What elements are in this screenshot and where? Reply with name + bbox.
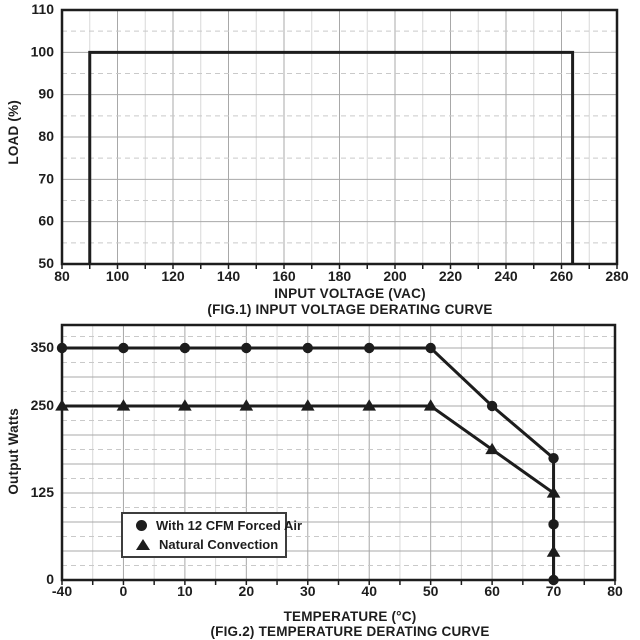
fig1-x-axis-title: INPUT VOLTAGE (VAC) [274,286,426,301]
legend-item-natural-convection: Natural Convection [136,537,285,552]
svg-text:200: 200 [383,268,407,284]
fig2-legend: With 12 CFM Forced Air Natural Convectio… [121,512,302,558]
svg-text:20: 20 [239,583,255,599]
svg-text:50: 50 [423,583,439,599]
svg-text:70: 70 [546,583,562,599]
svg-text:100: 100 [31,43,55,59]
svg-text:70: 70 [38,170,54,186]
svg-text:60: 60 [484,583,500,599]
svg-text:80: 80 [54,268,70,284]
fig2-x-axis-title: TEMPERATURE (°C) [283,609,417,624]
fig1-plot: 80 100 120 140 160 180 200 220 240 260 280 50 60 70 80… [31,1,629,284]
svg-text:0: 0 [120,583,128,599]
svg-text:350: 350 [31,339,55,355]
svg-text:280: 280 [605,268,629,284]
circle-marker-icon [136,520,147,531]
legend-label-natural-convection: Natural Convection [159,537,279,552]
svg-text:220: 220 [439,268,463,284]
svg-text:260: 260 [550,268,574,284]
svg-text:125: 125 [31,484,55,500]
svg-text:40: 40 [361,583,377,599]
fig1-caption: (FIG.1) INPUT VOLTAGE DERATING CURVE [207,302,493,317]
svg-text:30: 30 [300,583,316,599]
svg-text:100: 100 [106,268,130,284]
svg-text:50: 50 [38,255,54,271]
svg-text:80: 80 [607,583,623,599]
svg-text:140: 140 [217,268,241,284]
svg-text:90: 90 [38,86,54,102]
triangle-marker-icon [136,539,150,550]
svg-text:160: 160 [272,268,296,284]
svg-text:120: 120 [161,268,185,284]
svg-text:-40: -40 [52,583,72,599]
svg-text:80: 80 [38,128,54,144]
svg-text:60: 60 [38,213,54,229]
legend-item-forced-air: With 12 CFM Forced Air [136,518,302,533]
svg-text:250: 250 [31,397,55,413]
fig2-caption: (FIG.2) TEMPERATURE DERATING CURVE [210,624,490,639]
svg-text:0: 0 [46,571,54,587]
legend-label-forced-air: With 12 CFM Forced Air [156,518,303,533]
svg-text:180: 180 [328,268,352,284]
svg-text:110: 110 [31,1,54,17]
svg-text:240: 240 [494,268,518,284]
svg-text:10: 10 [177,583,193,599]
